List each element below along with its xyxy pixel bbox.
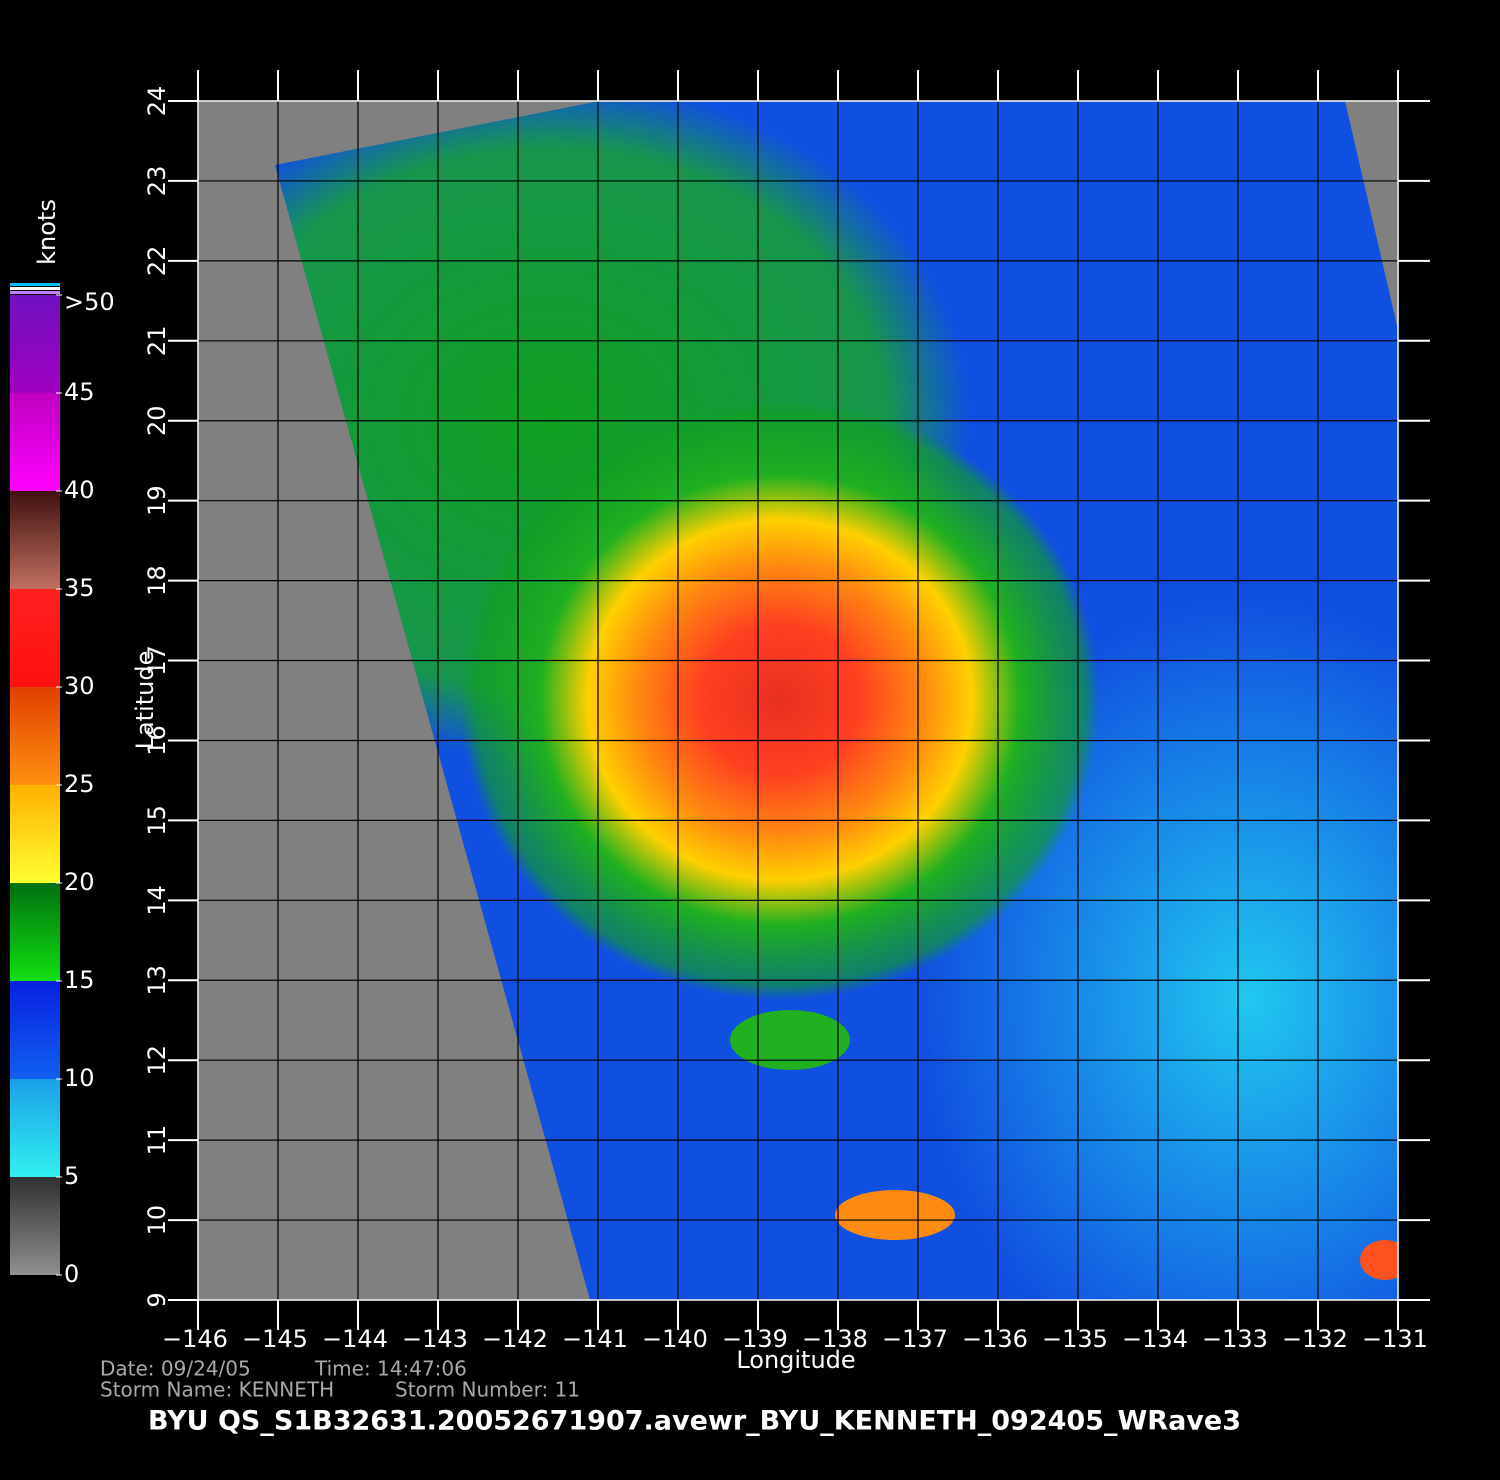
x-tick-label: −141	[562, 1325, 628, 1353]
colorbar-label: knots	[33, 199, 61, 265]
y-tick-label: 10	[143, 1205, 171, 1236]
y-tick-label: 16	[143, 725, 171, 756]
colorbar-tick-label: 25	[64, 770, 95, 798]
colorbar-segment	[10, 1177, 60, 1275]
date: Date: 09/24/05	[100, 1357, 251, 1381]
colorbar-segment	[10, 1079, 60, 1177]
plot-frame	[197, 100, 1399, 1301]
y-tick-label: 17	[143, 645, 171, 676]
time: Time: 14:47:06	[314, 1357, 467, 1381]
colorbar-tick-label: 10	[64, 1064, 95, 1092]
colorbar-cap	[10, 287, 60, 290]
x-tick-label: −139	[722, 1325, 788, 1353]
x-tick-label: −142	[482, 1325, 548, 1353]
x-tick-label: −133	[1202, 1325, 1268, 1353]
y-tick-label: 12	[143, 1045, 171, 1076]
colorbar-tick-label: 30	[64, 672, 95, 700]
colorbar-segment	[10, 491, 60, 589]
colorbar-tick-label: 15	[64, 966, 95, 994]
colorbar-tick-label: 0	[64, 1260, 79, 1288]
y-tick-label: 18	[143, 565, 171, 596]
wind-swath	[275, 101, 1398, 1300]
colorbar-segment	[10, 883, 60, 981]
y-tick-label: 23	[143, 166, 171, 197]
y-tick-label: 22	[143, 246, 171, 277]
y-tick-label: 14	[143, 885, 171, 916]
y-tick-label: 19	[143, 485, 171, 516]
colorbar-cap	[10, 283, 60, 286]
y-tick-label: 24	[143, 86, 171, 117]
colorbar: 0 5 10 15 20 25 30 35 40 45 >50	[10, 283, 115, 1288]
colorbar-segment	[10, 785, 60, 883]
product-title: BYU QS_S1B32631.20052671907.avewr_BYU_KE…	[148, 1406, 1241, 1437]
x-tick-label: −136	[962, 1325, 1028, 1353]
y-tick-label: 15	[143, 805, 171, 836]
y-tick-label: 13	[143, 965, 171, 996]
x-tick-label: −138	[802, 1325, 868, 1353]
colorbar-tick-label: 45	[64, 378, 95, 406]
colorbar-tick-label: 35	[64, 574, 95, 602]
colorbar-tick-label: 5	[64, 1162, 79, 1190]
x-tick-label: −137	[882, 1325, 948, 1353]
storm-name: Storm Name: KENNETH	[100, 1378, 334, 1402]
colorbar-segment	[10, 295, 60, 393]
colorbar-segment	[10, 393, 60, 491]
colorbar-cap	[10, 291, 60, 294]
x-tick-label: −134	[1122, 1325, 1188, 1353]
x-tick-label: −146	[162, 1325, 228, 1353]
y-axis-label: Latitude	[131, 651, 159, 750]
axes: −146 −145 −144 −143 −142 −141 −140 −139 −138 −137…	[143, 70, 1430, 1353]
colorbar-tick-label: 40	[64, 476, 95, 504]
y-tick-label: 21	[143, 326, 171, 357]
x-tick-label: −143	[402, 1325, 468, 1353]
colorbar-segment	[10, 687, 60, 785]
colorbar-segment	[10, 589, 60, 687]
y-tick-label: 11	[143, 1125, 171, 1156]
colorbar-tick-label: 20	[64, 868, 95, 896]
x-tick-label: −132	[1282, 1325, 1348, 1353]
colorbar-tick-label: >50	[64, 288, 115, 316]
x-tick-label: −145	[242, 1325, 308, 1353]
x-tick-label: −131	[1362, 1325, 1428, 1353]
storm-number: Storm Number: 11	[395, 1378, 580, 1402]
x-tick-label: −144	[322, 1325, 388, 1353]
colorbar-segment	[10, 981, 60, 1079]
y-tick-label: 20	[143, 405, 171, 436]
x-tick-label: −140	[642, 1325, 708, 1353]
x-tick-label: −135	[1042, 1325, 1108, 1353]
x-axis-label: Longitude	[736, 1346, 855, 1374]
y-tick-label: 9	[143, 1292, 171, 1307]
